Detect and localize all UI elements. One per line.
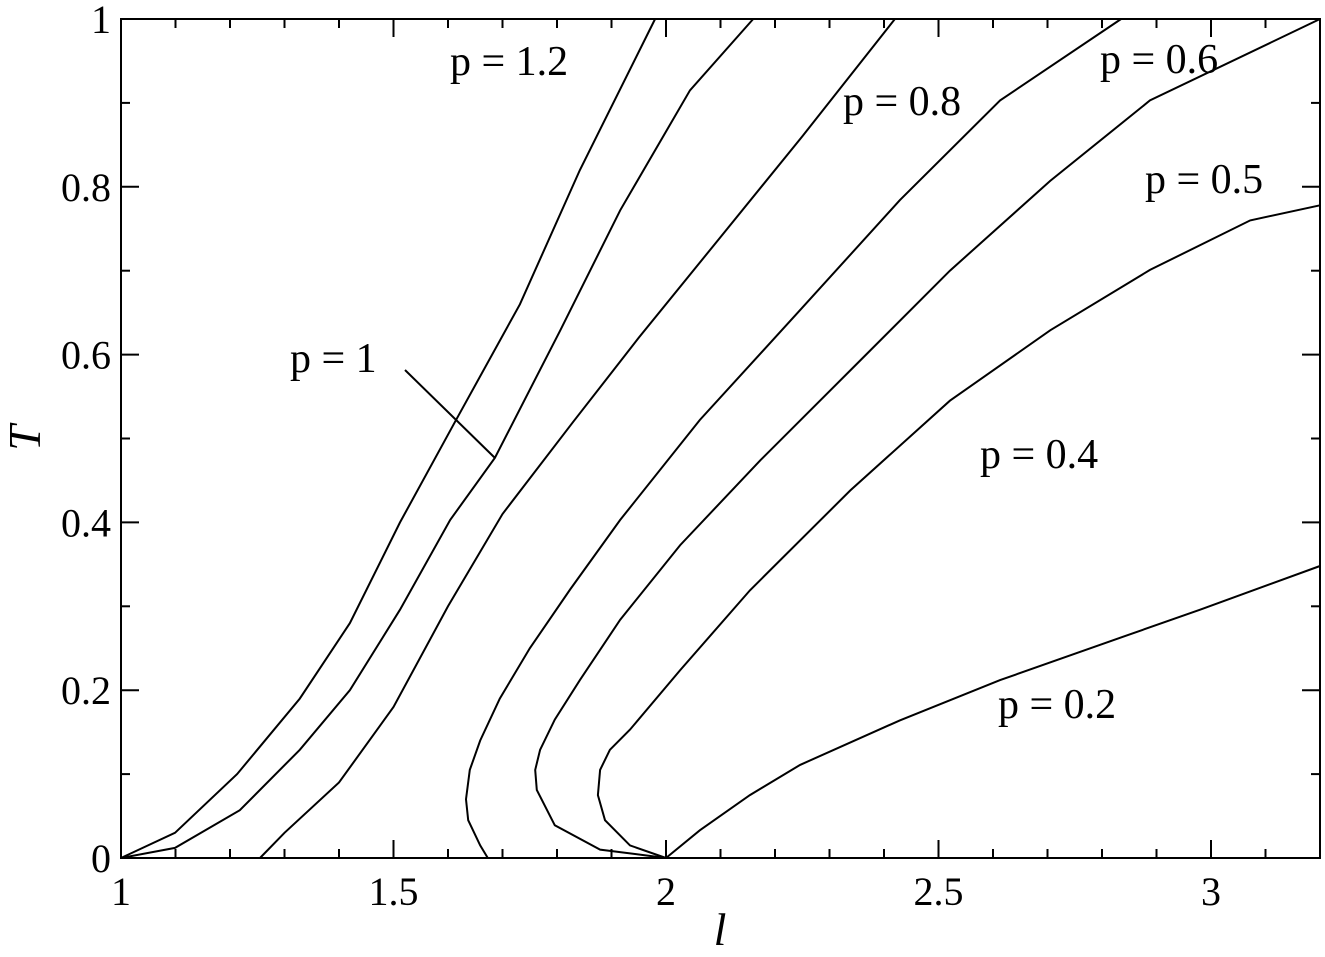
- series-label: p = 1: [290, 336, 377, 382]
- series-label: p = 0.6: [1100, 37, 1218, 83]
- series-label: p = 0.8: [843, 79, 961, 125]
- x-axis-title: l: [714, 904, 727, 955]
- series-label: p = 0.5: [1145, 157, 1263, 203]
- data-line: [534, 18, 1321, 859]
- series-label: p = 0.2: [998, 682, 1116, 728]
- x-tick-label: 2.5: [914, 869, 964, 914]
- series-label: p = 1.2: [450, 39, 568, 85]
- data-line: [665, 565, 1321, 859]
- x-tick-label: 1.5: [369, 869, 419, 914]
- data-line: [259, 18, 896, 859]
- x-tick-label: 3: [1201, 869, 1221, 914]
- x-tick-label: 2: [656, 869, 676, 914]
- data-line: [120, 18, 656, 859]
- data-line: [464, 18, 1122, 859]
- y-tick-label: 1: [91, 0, 111, 42]
- y-axis-title: T: [0, 422, 50, 451]
- label-pointer: [404, 369, 496, 459]
- data-line: [120, 18, 754, 859]
- y-tick-label: 0: [91, 836, 111, 881]
- y-tick-label: 0.2: [61, 668, 111, 713]
- data-line: [596, 204, 1321, 859]
- y-tick-label: 0.4: [61, 500, 111, 545]
- series-label: p = 0.4: [980, 432, 1098, 478]
- y-tick-label: 0.8: [61, 165, 111, 210]
- x-tick-label: 1: [111, 869, 131, 914]
- y-tick-label: 0.6: [61, 333, 111, 378]
- plot-frame: [120, 18, 1321, 859]
